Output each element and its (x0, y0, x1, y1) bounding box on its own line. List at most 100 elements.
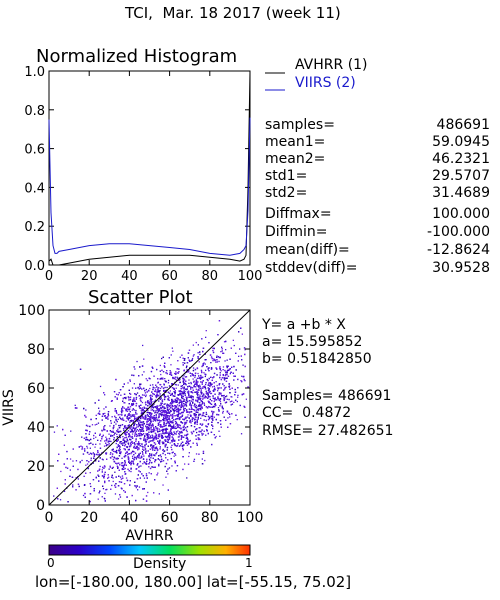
scatter-point (194, 418, 197, 420)
scatter-point (156, 392, 158, 394)
scatter-point (225, 419, 227, 421)
scatter-point (241, 333, 243, 335)
scatter-point (117, 394, 119, 396)
scatter-point (171, 426, 173, 429)
scatter-point (218, 360, 220, 363)
scatter-point (128, 413, 130, 415)
scatter-point (224, 402, 227, 404)
scatter-point (116, 457, 118, 459)
scatter-point (203, 403, 205, 405)
scatter-point (145, 395, 147, 398)
scatter-point (209, 396, 211, 398)
scatter-point (199, 438, 201, 441)
scatter-point (174, 432, 176, 435)
scatter-point (241, 380, 243, 383)
scatter-point (81, 459, 83, 462)
scatter-point (164, 454, 166, 456)
scatter-point (200, 381, 202, 383)
scatter-point (130, 453, 132, 455)
scatter-point (158, 465, 160, 467)
scatter-point (170, 402, 172, 404)
scatter-point (182, 447, 184, 449)
scatter-point (243, 375, 245, 378)
scatter-point (205, 393, 208, 395)
scatter-point (146, 379, 149, 382)
scatter-point (141, 415, 143, 417)
scatter-point (178, 399, 180, 401)
scatter-point (138, 416, 140, 418)
scatter-point (143, 410, 146, 412)
scatter-point (155, 414, 157, 417)
scatter-point (177, 398, 179, 400)
scatter-point (229, 385, 231, 387)
scatter-point (182, 362, 184, 364)
scatter-point (226, 410, 229, 412)
scatter-point (183, 388, 185, 390)
scatter-point (151, 401, 153, 403)
scatter-point (56, 425, 58, 427)
scatter-point (225, 371, 227, 373)
scatter-point (102, 413, 104, 416)
footer-extent: lon=[-180.00, 180.00] lat=[-55.15, 75.02… (35, 573, 352, 591)
scatter-point (104, 492, 106, 494)
scatter-point (161, 436, 163, 438)
scatter-point (172, 427, 174, 429)
scatter-point (123, 383, 125, 385)
scatter-point (188, 400, 191, 402)
scatter-point (225, 373, 227, 375)
scatter-point (129, 417, 131, 419)
scatter-point (140, 457, 142, 459)
scatter-point (138, 465, 140, 467)
scatter-point (219, 372, 221, 374)
scatter-point (168, 421, 170, 423)
scatter-point (190, 400, 192, 402)
scatter-point (202, 401, 204, 404)
scatter-point (220, 426, 222, 428)
scatter-point (85, 416, 87, 418)
scatter-point (124, 425, 126, 427)
scatter-point (171, 398, 173, 401)
scatter-point (167, 468, 169, 470)
stat-name: std1= (265, 168, 308, 184)
scatter-point (122, 400, 124, 402)
scatter-point (199, 402, 201, 404)
scatter-point (62, 428, 64, 431)
scatter-point (64, 483, 66, 485)
scatter-point (153, 442, 156, 444)
scatter-point (186, 411, 189, 413)
scatter-point (196, 442, 198, 444)
scatter-point (211, 400, 213, 402)
scatter-point (150, 430, 152, 433)
scatter-point (190, 386, 192, 388)
scatter-point (194, 368, 197, 371)
scatter-point (181, 396, 183, 398)
scatter-point (157, 431, 159, 433)
scatter-point (138, 422, 140, 424)
scatter-point (135, 430, 138, 432)
scatter-point (202, 376, 204, 378)
scatter-point (160, 378, 162, 380)
scatter-point (182, 381, 184, 383)
scatter-point (188, 393, 190, 395)
scatter-point (181, 393, 183, 395)
scatter-point (117, 428, 119, 430)
scatter-point (132, 404, 134, 406)
scatter-point (124, 491, 126, 493)
scatter-point (119, 453, 122, 455)
scatter-point (135, 499, 137, 502)
scatter-point (126, 410, 129, 412)
scatter-point (185, 410, 188, 412)
scatter-point (212, 377, 214, 379)
scatter-point (179, 413, 181, 415)
scatter-point (121, 464, 123, 467)
scatter-point (179, 378, 181, 380)
scatter-point (111, 467, 113, 469)
scatter-point (152, 388, 154, 391)
scatter-point (139, 432, 141, 434)
scatter-point (122, 417, 124, 419)
scatter-point (80, 445, 82, 447)
scatter-point (138, 455, 140, 457)
scatter-point (133, 409, 135, 411)
scatter-point (147, 428, 149, 430)
scatter-point (119, 452, 121, 454)
